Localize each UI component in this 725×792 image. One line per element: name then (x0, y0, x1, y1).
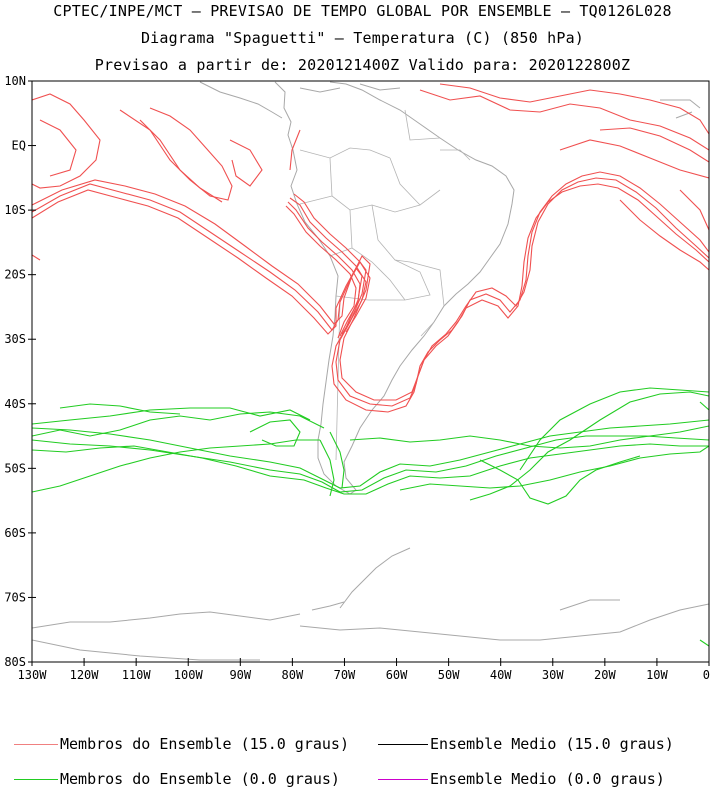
legend-swatch-members-0 (14, 778, 58, 780)
lon-tick-label: 50W (438, 668, 460, 682)
latitude-axis: 10N EQ 10S 20S 30S 40S 50S 60S 70S 80S (4, 74, 36, 669)
title-line-2: Diagrama "Spaguetti" – Temperatura (C) (… (140, 29, 585, 47)
coastline-antarctica (32, 547, 709, 661)
title-line-1: CPTEC/INPE/MCT – PREVISAO DE TEMPO GLOBA… (53, 2, 672, 20)
lat-tick-label: 30S (4, 332, 26, 346)
legend-swatch-members-15 (14, 743, 58, 745)
country-borders (299, 109, 471, 461)
isotherm-members-0C (32, 387, 709, 647)
legend-swatch-mean-0 (378, 778, 428, 780)
lon-tick-label: 30W (542, 668, 564, 682)
lon-tick-label: 20W (594, 668, 616, 682)
lat-tick-label: EQ (12, 139, 26, 153)
lat-tick-label: 40S (4, 397, 26, 411)
title-line-3: Previsao a partir de: 2020121400Z Valido… (94, 56, 631, 74)
legend-swatch-mean-15 (378, 743, 428, 745)
lon-tick-label: 110W (122, 668, 152, 682)
legend-item-mean-0: Ensemble Medio (0.0 graus) (378, 770, 665, 788)
lat-tick-label: 70S (4, 590, 26, 604)
legend-label-members-0: Membros do Ensemble (0.0 graus) (60, 770, 340, 788)
map-content (32, 81, 709, 661)
lon-tick-label: 90W (229, 668, 251, 682)
lon-tick-label: 10W (646, 668, 668, 682)
lon-tick-label: 80W (282, 668, 304, 682)
legend-item-members-0: Membros do Ensemble (0.0 graus) (14, 770, 340, 788)
legend-item-mean-15: Ensemble Medio (15.0 graus) (378, 735, 674, 753)
map-frame (31, 80, 710, 663)
lat-tick-label: 60S (4, 526, 26, 540)
lat-tick-label: 20S (4, 268, 26, 282)
legend-item-members-15: Membros do Ensemble (15.0 graus) (14, 735, 349, 753)
lon-tick-label: 60W (386, 668, 408, 682)
lat-tick-label: 80S (4, 655, 26, 669)
lat-tick-label: 10N (4, 74, 26, 88)
lon-tick-label: 120W (70, 668, 100, 682)
longitude-axis: 130W 120W 110W 100W 90W 80W 70W 60W 50W 40W 30W 20W… (18, 658, 710, 682)
lat-tick-label: 10S (4, 203, 26, 217)
lon-tick-label: 70W (334, 668, 356, 682)
legend-label-mean-15: Ensemble Medio (15.0 graus) (430, 735, 674, 753)
lon-tick-label: 130W (18, 668, 48, 682)
lat-tick-label: 50S (4, 461, 26, 475)
lon-tick-label: 40W (490, 668, 512, 682)
legend-label-members-15: Membros do Ensemble (15.0 graus) (60, 735, 349, 753)
lon-tick-label: 0 (703, 668, 710, 682)
lon-tick-label: 100W (174, 668, 204, 682)
isotherm-members-15C (32, 83, 709, 413)
legend-label-mean-0: Ensemble Medio (0.0 graus) (430, 770, 665, 788)
coastline-south-america (274, 81, 515, 495)
